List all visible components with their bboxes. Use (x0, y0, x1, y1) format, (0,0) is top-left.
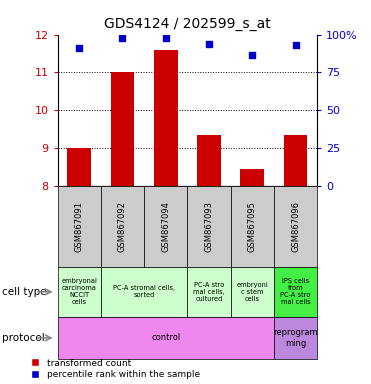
Point (249, 52, 255, 58)
Text: GSM867094: GSM867094 (161, 201, 170, 252)
Bar (67, 148, 91, 186)
Text: cell type: cell type (2, 287, 46, 297)
Text: GSM867096: GSM867096 (291, 201, 300, 252)
Text: protocol: protocol (2, 333, 45, 343)
Text: GSM867091: GSM867091 (75, 201, 83, 252)
Point (293, 42, 299, 48)
Bar (197, 135, 221, 186)
Point (119, 35, 125, 41)
Text: GSM867095: GSM867095 (248, 201, 257, 252)
Text: embryoni
c stem
cells: embryoni c stem cells (236, 282, 268, 302)
Title: GDS4124 / 202599_s_at: GDS4124 / 202599_s_at (104, 17, 271, 31)
Bar (154, 50, 178, 186)
Bar (111, 73, 134, 186)
Bar (240, 169, 264, 186)
Text: PC-A stromal cells,
sorted: PC-A stromal cells, sorted (113, 285, 175, 298)
Text: embryonal
carcinoma
NCCIT
cells: embryonal carcinoma NCCIT cells (61, 278, 97, 305)
Point (206, 41, 212, 47)
Point (163, 35, 169, 41)
Text: GSM867092: GSM867092 (118, 201, 127, 252)
Legend: transformed count, percentile rank within the sample: transformed count, percentile rank withi… (30, 359, 200, 379)
Text: reprogram
ming: reprogram ming (273, 328, 318, 348)
Text: control: control (151, 333, 180, 343)
Text: PC-A stro
mal cells,
cultured: PC-A stro mal cells, cultured (193, 282, 225, 302)
Text: GSM867093: GSM867093 (204, 201, 213, 252)
Point (76, 45, 82, 51)
Text: IPS cells
from
PC-A stro
mal cells: IPS cells from PC-A stro mal cells (280, 278, 311, 305)
Bar (284, 135, 308, 186)
